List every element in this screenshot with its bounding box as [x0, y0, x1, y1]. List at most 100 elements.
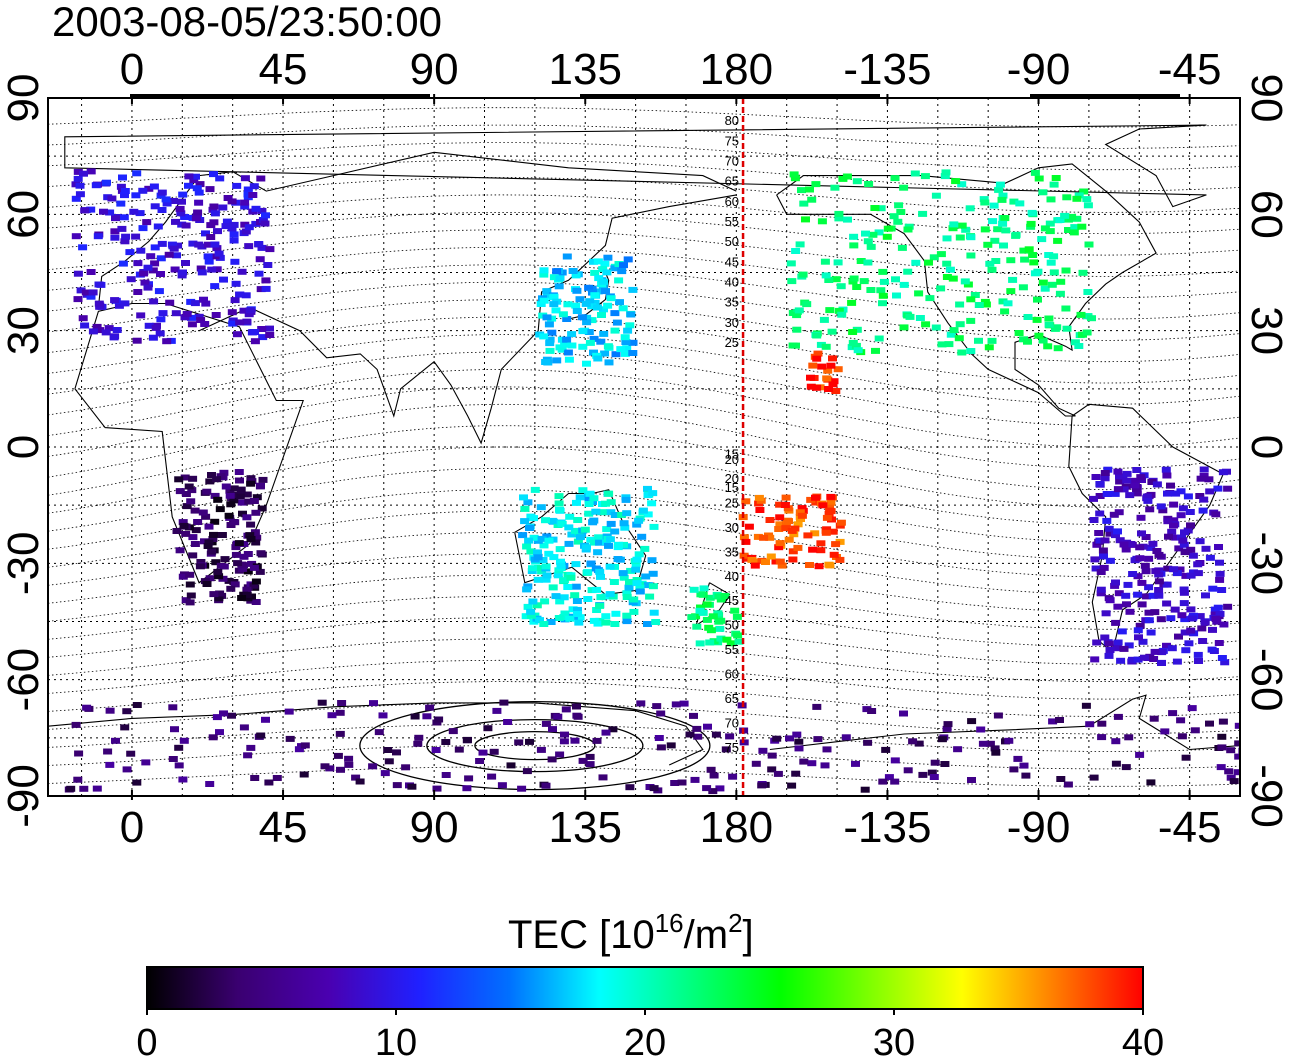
tec-cell	[823, 367, 833, 374]
tec-cell	[1089, 774, 1099, 781]
tec-cell	[626, 567, 636, 574]
tec-cell	[1111, 760, 1121, 767]
tec-cell	[547, 315, 557, 322]
tec-cell	[1009, 198, 1019, 205]
tec-cell	[104, 325, 114, 332]
tec-cell	[561, 706, 571, 713]
tec-cell	[1083, 202, 1093, 209]
tec-cell	[828, 355, 837, 362]
pole-contour	[426, 718, 644, 773]
tec-cell	[849, 242, 859, 249]
tec-cell	[454, 746, 464, 753]
tec-cell	[638, 507, 648, 514]
tec-cell	[187, 314, 196, 321]
tec-cell	[80, 322, 90, 329]
tec-cell	[1043, 343, 1053, 350]
tec-cell	[196, 559, 206, 565]
tec-cell	[1124, 734, 1134, 741]
tec-cell	[1160, 728, 1170, 735]
right-lat-tick-label: -30	[1242, 532, 1291, 596]
tec-cell	[1056, 278, 1066, 285]
tec-cell	[578, 328, 588, 335]
tec-cell	[213, 228, 222, 235]
tec-cell	[1085, 721, 1095, 728]
tec-cell	[572, 499, 581, 506]
tec-cell	[150, 203, 160, 210]
tec-cell	[209, 203, 219, 210]
tec-cell	[645, 593, 655, 600]
tec-cell	[730, 607, 740, 614]
tec-cell	[258, 217, 268, 223]
tec-cell	[1121, 546, 1131, 553]
tec-cell	[224, 577, 234, 584]
tec-cell	[545, 336, 555, 343]
tec-cell	[236, 486, 246, 493]
tec-cell	[726, 640, 736, 647]
tec-cell	[539, 333, 549, 340]
tec-cell	[213, 496, 223, 503]
coastline	[1068, 403, 1224, 654]
tec-cell	[615, 299, 624, 306]
tec-cell	[1030, 169, 1040, 176]
tec-cell	[649, 609, 659, 616]
tec-cell	[1083, 289, 1093, 295]
tec-cell	[831, 276, 841, 283]
tec-cell	[589, 349, 598, 356]
tec-cell	[709, 772, 719, 779]
frame-bar	[1030, 94, 1180, 98]
tec-cell	[741, 538, 751, 545]
tec-cell	[593, 288, 603, 295]
tec-cell	[621, 496, 631, 503]
tec-cell	[131, 233, 141, 240]
tec-cell	[1157, 649, 1167, 656]
tec-cell	[552, 357, 562, 364]
tec-cell	[861, 230, 870, 237]
tec-cell	[525, 738, 534, 745]
tec-cell	[632, 556, 642, 563]
tec-cell	[593, 258, 603, 265]
tec-cell	[622, 510, 632, 517]
tec-cell	[73, 776, 83, 783]
tec-cell	[79, 785, 89, 792]
tec-cell	[1161, 466, 1171, 473]
tec-cell	[915, 315, 925, 321]
tec-cell	[210, 518, 220, 525]
tec-cell	[214, 595, 224, 602]
tec-cell	[170, 726, 179, 733]
tec-cell	[671, 701, 681, 708]
tec-cell	[1223, 603, 1233, 610]
tec-cell	[300, 742, 310, 749]
tec-cell	[974, 337, 983, 344]
tec-cell	[249, 498, 259, 504]
tec-cell	[914, 740, 924, 747]
tec-cell	[983, 241, 993, 248]
tec-cell	[186, 298, 196, 305]
tec-cell	[571, 272, 581, 279]
tec-cell	[632, 580, 642, 587]
tec-cell	[824, 561, 834, 568]
tec-cell	[254, 241, 264, 247]
tec-cell	[617, 511, 627, 518]
tec-cell	[1053, 345, 1063, 352]
tec-cell	[73, 296, 83, 303]
tec-cell	[937, 736, 947, 743]
tec-cell	[609, 579, 619, 585]
tec-cell	[71, 721, 81, 728]
bottom-lon-tick-label: -45	[1158, 803, 1222, 852]
tec-cell	[392, 782, 402, 789]
tec-cell	[175, 488, 185, 495]
tec-cell	[1074, 343, 1084, 349]
tec-cell	[1185, 509, 1195, 515]
tec-cell	[622, 618, 632, 625]
tec-cell	[784, 518, 793, 525]
tec-cell	[1148, 592, 1158, 599]
tec-cell	[1186, 606, 1196, 613]
tec-cell	[1162, 642, 1171, 649]
tec-cell	[1194, 658, 1203, 664]
tec-cell	[1171, 534, 1181, 541]
tec-cell	[1148, 540, 1158, 547]
tec-cell	[129, 208, 139, 215]
tec-cell	[240, 199, 250, 206]
tec-cell	[821, 529, 831, 536]
meridian-label: 75	[725, 740, 739, 755]
